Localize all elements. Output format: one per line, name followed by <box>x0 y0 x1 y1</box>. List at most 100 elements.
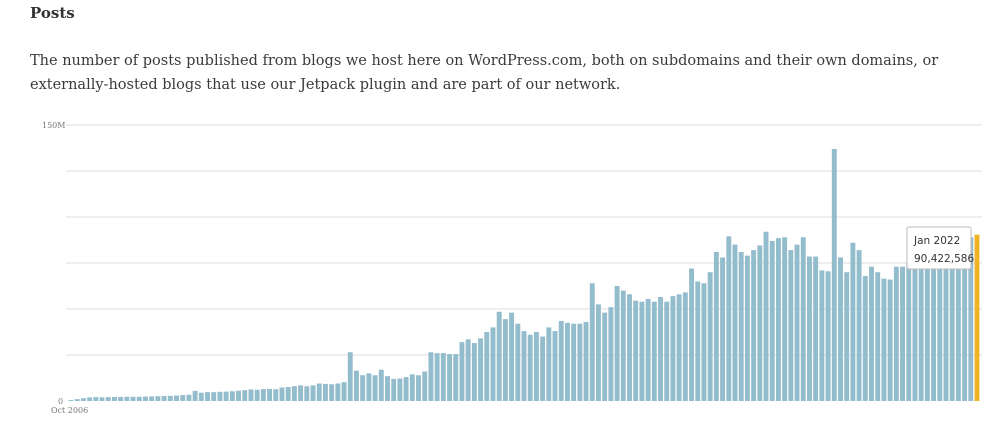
bar[interactable] <box>223 391 229 401</box>
bar[interactable] <box>614 286 620 401</box>
bar[interactable] <box>310 385 316 401</box>
bar[interactable] <box>831 148 837 401</box>
bar[interactable] <box>732 244 738 401</box>
bar[interactable] <box>918 258 924 401</box>
bar[interactable] <box>533 332 539 401</box>
bar[interactable] <box>490 327 496 401</box>
bar[interactable] <box>105 397 111 401</box>
bar[interactable] <box>875 272 881 401</box>
bar[interactable] <box>769 240 775 401</box>
bar[interactable] <box>465 339 471 401</box>
bar[interactable] <box>198 392 204 401</box>
bar[interactable] <box>273 389 279 401</box>
bar[interactable] <box>136 396 142 401</box>
bar[interactable] <box>403 377 409 401</box>
bar[interactable] <box>149 396 155 401</box>
bar[interactable] <box>850 242 856 401</box>
bar[interactable] <box>577 323 583 401</box>
bar[interactable] <box>447 354 452 401</box>
bar[interactable] <box>807 256 812 401</box>
bar[interactable] <box>782 237 788 401</box>
bar[interactable] <box>546 327 552 401</box>
bar[interactable] <box>633 300 639 401</box>
bar[interactable] <box>571 323 577 401</box>
bar[interactable] <box>186 394 192 401</box>
bar[interactable] <box>174 395 179 401</box>
bar[interactable] <box>639 301 645 401</box>
bar[interactable] <box>589 283 595 401</box>
bar[interactable] <box>608 307 614 401</box>
bar[interactable] <box>645 298 651 401</box>
bar[interactable] <box>304 386 310 401</box>
bar[interactable] <box>180 395 186 401</box>
bar[interactable] <box>962 251 968 401</box>
bar[interactable] <box>391 378 397 401</box>
bar[interactable] <box>794 244 800 401</box>
bar[interactable] <box>527 334 533 401</box>
bar[interactable] <box>726 236 732 401</box>
bar[interactable] <box>322 383 328 401</box>
bar[interactable] <box>267 388 273 401</box>
bar[interactable] <box>192 390 198 401</box>
bar[interactable] <box>651 301 657 401</box>
bar[interactable] <box>478 338 484 401</box>
bar[interactable] <box>658 297 663 401</box>
bar[interactable] <box>459 342 465 401</box>
bar[interactable] <box>819 270 825 401</box>
bar[interactable] <box>341 382 347 401</box>
bar[interactable] <box>744 255 750 401</box>
bar[interactable] <box>279 387 285 401</box>
bar[interactable] <box>254 389 260 401</box>
bar[interactable] <box>229 391 235 401</box>
bar[interactable] <box>937 251 943 401</box>
bar[interactable] <box>515 323 521 401</box>
bar[interactable] <box>471 343 477 401</box>
bar[interactable] <box>434 353 440 401</box>
bar[interactable] <box>285 387 291 401</box>
bar[interactable] <box>248 389 254 401</box>
bar[interactable] <box>260 389 266 401</box>
bar[interactable] <box>924 264 930 401</box>
bar[interactable] <box>124 396 130 401</box>
bar[interactable] <box>93 397 99 401</box>
bar[interactable] <box>856 250 862 401</box>
bar[interactable] <box>887 279 893 401</box>
bar[interactable] <box>620 290 626 401</box>
bar[interactable] <box>701 283 707 401</box>
bar[interactable] <box>949 253 955 401</box>
bar[interactable] <box>869 266 874 401</box>
bar[interactable] <box>881 278 887 401</box>
bar[interactable] <box>844 272 850 401</box>
bar[interactable] <box>130 396 136 401</box>
bar[interactable] <box>347 352 353 401</box>
bar[interactable] <box>416 375 421 401</box>
bar[interactable] <box>862 275 868 401</box>
bar[interactable] <box>596 304 601 401</box>
bar[interactable] <box>583 321 589 401</box>
bar[interactable] <box>509 312 515 401</box>
bar[interactable] <box>763 231 769 401</box>
bar[interactable] <box>943 253 949 401</box>
bar[interactable] <box>217 391 223 401</box>
bar[interactable] <box>627 294 632 401</box>
bar[interactable] <box>360 375 366 401</box>
bar[interactable] <box>788 250 794 401</box>
bar[interactable] <box>378 369 384 401</box>
bar[interactable] <box>602 312 608 401</box>
bar[interactable] <box>335 383 341 401</box>
bar[interactable] <box>707 272 713 401</box>
bar[interactable] <box>409 374 415 401</box>
bar[interactable] <box>205 392 210 401</box>
bar[interactable] <box>713 251 719 401</box>
bar[interactable] <box>167 395 173 401</box>
bar[interactable] <box>695 281 701 401</box>
bar[interactable] <box>552 331 558 401</box>
bar[interactable] <box>422 371 428 401</box>
bar[interactable] <box>813 256 819 401</box>
bar[interactable] <box>838 257 843 401</box>
bar[interactable] <box>366 373 372 401</box>
bar[interactable] <box>68 400 74 401</box>
bar[interactable] <box>757 245 763 401</box>
bar[interactable] <box>931 256 937 401</box>
bar[interactable] <box>720 257 726 401</box>
